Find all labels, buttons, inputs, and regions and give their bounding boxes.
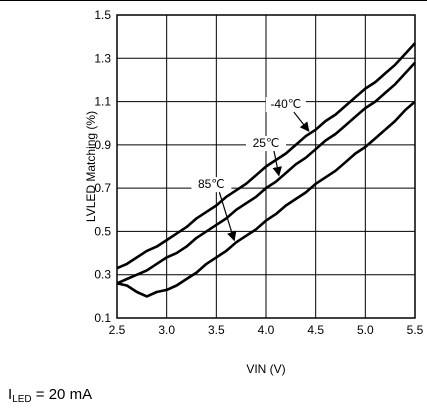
y-tick-label: 0.9 [94, 138, 111, 152]
line-chart: 0.1 0.3 0.5 0.7 0.9 1.1 1.3 1.5 2.5 3.0 3.5 4.0 4.5 5… [84, 8, 424, 376]
y-tick-label: 0.7 [94, 181, 111, 195]
annotation-arrow [293, 111, 310, 132]
annotation-label-bg [265, 97, 306, 113]
top-rule [0, 0, 427, 1]
y-tick-label: 1.3 [94, 51, 111, 65]
plot-frame [116, 14, 416, 319]
y-tick-label: 1.5 [94, 8, 111, 22]
annotation-label: 25℃ [253, 136, 280, 150]
annotation-arrow [218, 191, 237, 242]
annotation-label: 85℃ [198, 177, 225, 191]
x-axis-title: VIN (V) [246, 362, 285, 376]
y-tick-label: 1.1 [94, 95, 111, 109]
y-axis-title: LVLED Matching (%) [84, 111, 98, 222]
x-tick-label: 5.5 [407, 323, 424, 337]
x-tick-label: 3.5 [208, 323, 225, 337]
series-line-2 [116, 61, 416, 285]
annotation-label-bg [246, 136, 286, 152]
caption-symbol: I [8, 386, 13, 403]
caption: ILED = 20 mA [8, 386, 93, 405]
annotation-label: -40℃ [270, 97, 301, 111]
y-tick-label: 0.5 [94, 224, 111, 238]
x-tick-label: 3.0 [158, 323, 175, 337]
caption-rest: = 20 mA [31, 386, 93, 403]
x-tick-label: 5.0 [357, 323, 374, 337]
x-tick-label: 4.0 [258, 323, 275, 337]
caption-subscript: LED [12, 394, 32, 405]
y-tick-label: 0.1 [94, 311, 111, 325]
x-tick-label: 4.5 [307, 323, 324, 337]
y-tick-label: 0.3 [94, 268, 111, 282]
annotation-arrow [272, 150, 282, 177]
series-line-1 [116, 42, 416, 270]
series-line-3 [116, 100, 416, 298]
annotation-label-bg [191, 177, 232, 193]
x-tick-label: 2.5 [109, 323, 126, 337]
